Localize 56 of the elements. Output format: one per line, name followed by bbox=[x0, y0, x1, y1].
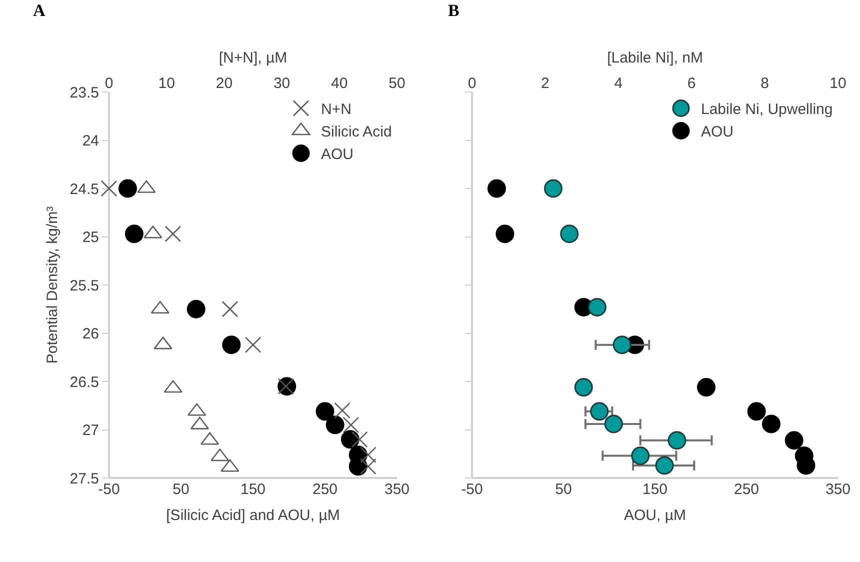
y-tick-label: 25.5 bbox=[70, 277, 99, 294]
x-axis-title: [Silicic Acid] and AOU, µM bbox=[166, 507, 340, 524]
x2-axis-title: [N+N], µM bbox=[218, 49, 288, 66]
y-tick-label: 24 bbox=[82, 132, 99, 150]
y-tick-label: 25 bbox=[82, 229, 99, 246]
chart-title: B bbox=[448, 1, 460, 20]
legend-label: Labile Ni, Upwelling bbox=[701, 101, 833, 118]
x-tick-label: 250 bbox=[312, 481, 338, 498]
x-tick-label: 50 bbox=[172, 481, 190, 498]
x2-tick-label: 6 bbox=[687, 75, 696, 92]
x-axis-title: AOU, µM bbox=[624, 507, 686, 524]
x2-axis-title: [Labile Ni], nM bbox=[607, 49, 703, 66]
x2-tick-label: 0 bbox=[468, 75, 476, 92]
x-tick-label: 150 bbox=[642, 481, 668, 498]
x2-tick-label: 40 bbox=[331, 75, 348, 92]
x-tick-label: 150 bbox=[240, 481, 266, 498]
x2-tick-label: 10 bbox=[830, 75, 846, 92]
point bbox=[186, 300, 206, 318]
y-tick-label: 23.5 bbox=[70, 84, 99, 102]
x2-tick-label: 10 bbox=[158, 75, 175, 92]
x-tick-label: -50 bbox=[98, 481, 120, 498]
x2-tick-label: 2 bbox=[541, 75, 550, 92]
legend-label: AOU bbox=[321, 146, 354, 164]
x2-tick-label: 0 bbox=[104, 75, 114, 92]
point bbox=[124, 224, 144, 244]
y-tick-label: 26 bbox=[82, 326, 99, 342]
x-tick-label: 250 bbox=[734, 481, 760, 498]
point bbox=[784, 431, 804, 450]
x-tick-label: -50 bbox=[461, 481, 483, 498]
x-tick-label: 350 bbox=[825, 481, 851, 498]
point bbox=[222, 336, 241, 354]
x2-tick-label: 8 bbox=[760, 75, 769, 92]
point bbox=[496, 224, 514, 244]
x2-tick-label: 50 bbox=[388, 75, 406, 92]
chart-title: A bbox=[33, 1, 46, 20]
point bbox=[697, 378, 716, 397]
y-tick-label: 27.5 bbox=[70, 470, 99, 488]
legend-label: AOU bbox=[701, 124, 734, 141]
y-axis-title: Potential Density, kg/m³ bbox=[44, 206, 62, 364]
x2-tick-label: 30 bbox=[273, 75, 290, 92]
x-tick-label: 50 bbox=[555, 481, 572, 498]
y-tick-label: 24.5 bbox=[70, 180, 99, 198]
x-tick-label: 350 bbox=[384, 481, 410, 498]
legend-label: N+N bbox=[321, 101, 352, 118]
x2-tick-label: 4 bbox=[614, 75, 623, 92]
legend-label: Silicic Acid bbox=[321, 124, 392, 141]
point bbox=[326, 416, 344, 434]
point bbox=[487, 179, 506, 198]
point bbox=[762, 414, 780, 434]
point bbox=[118, 179, 137, 198]
point bbox=[316, 402, 334, 421]
point bbox=[747, 402, 766, 421]
point bbox=[150, 300, 170, 314]
x2-tick-label: 20 bbox=[216, 75, 233, 92]
y-tick-label: 26.5 bbox=[70, 374, 99, 391]
y-tick-label: 27 bbox=[82, 422, 99, 439]
